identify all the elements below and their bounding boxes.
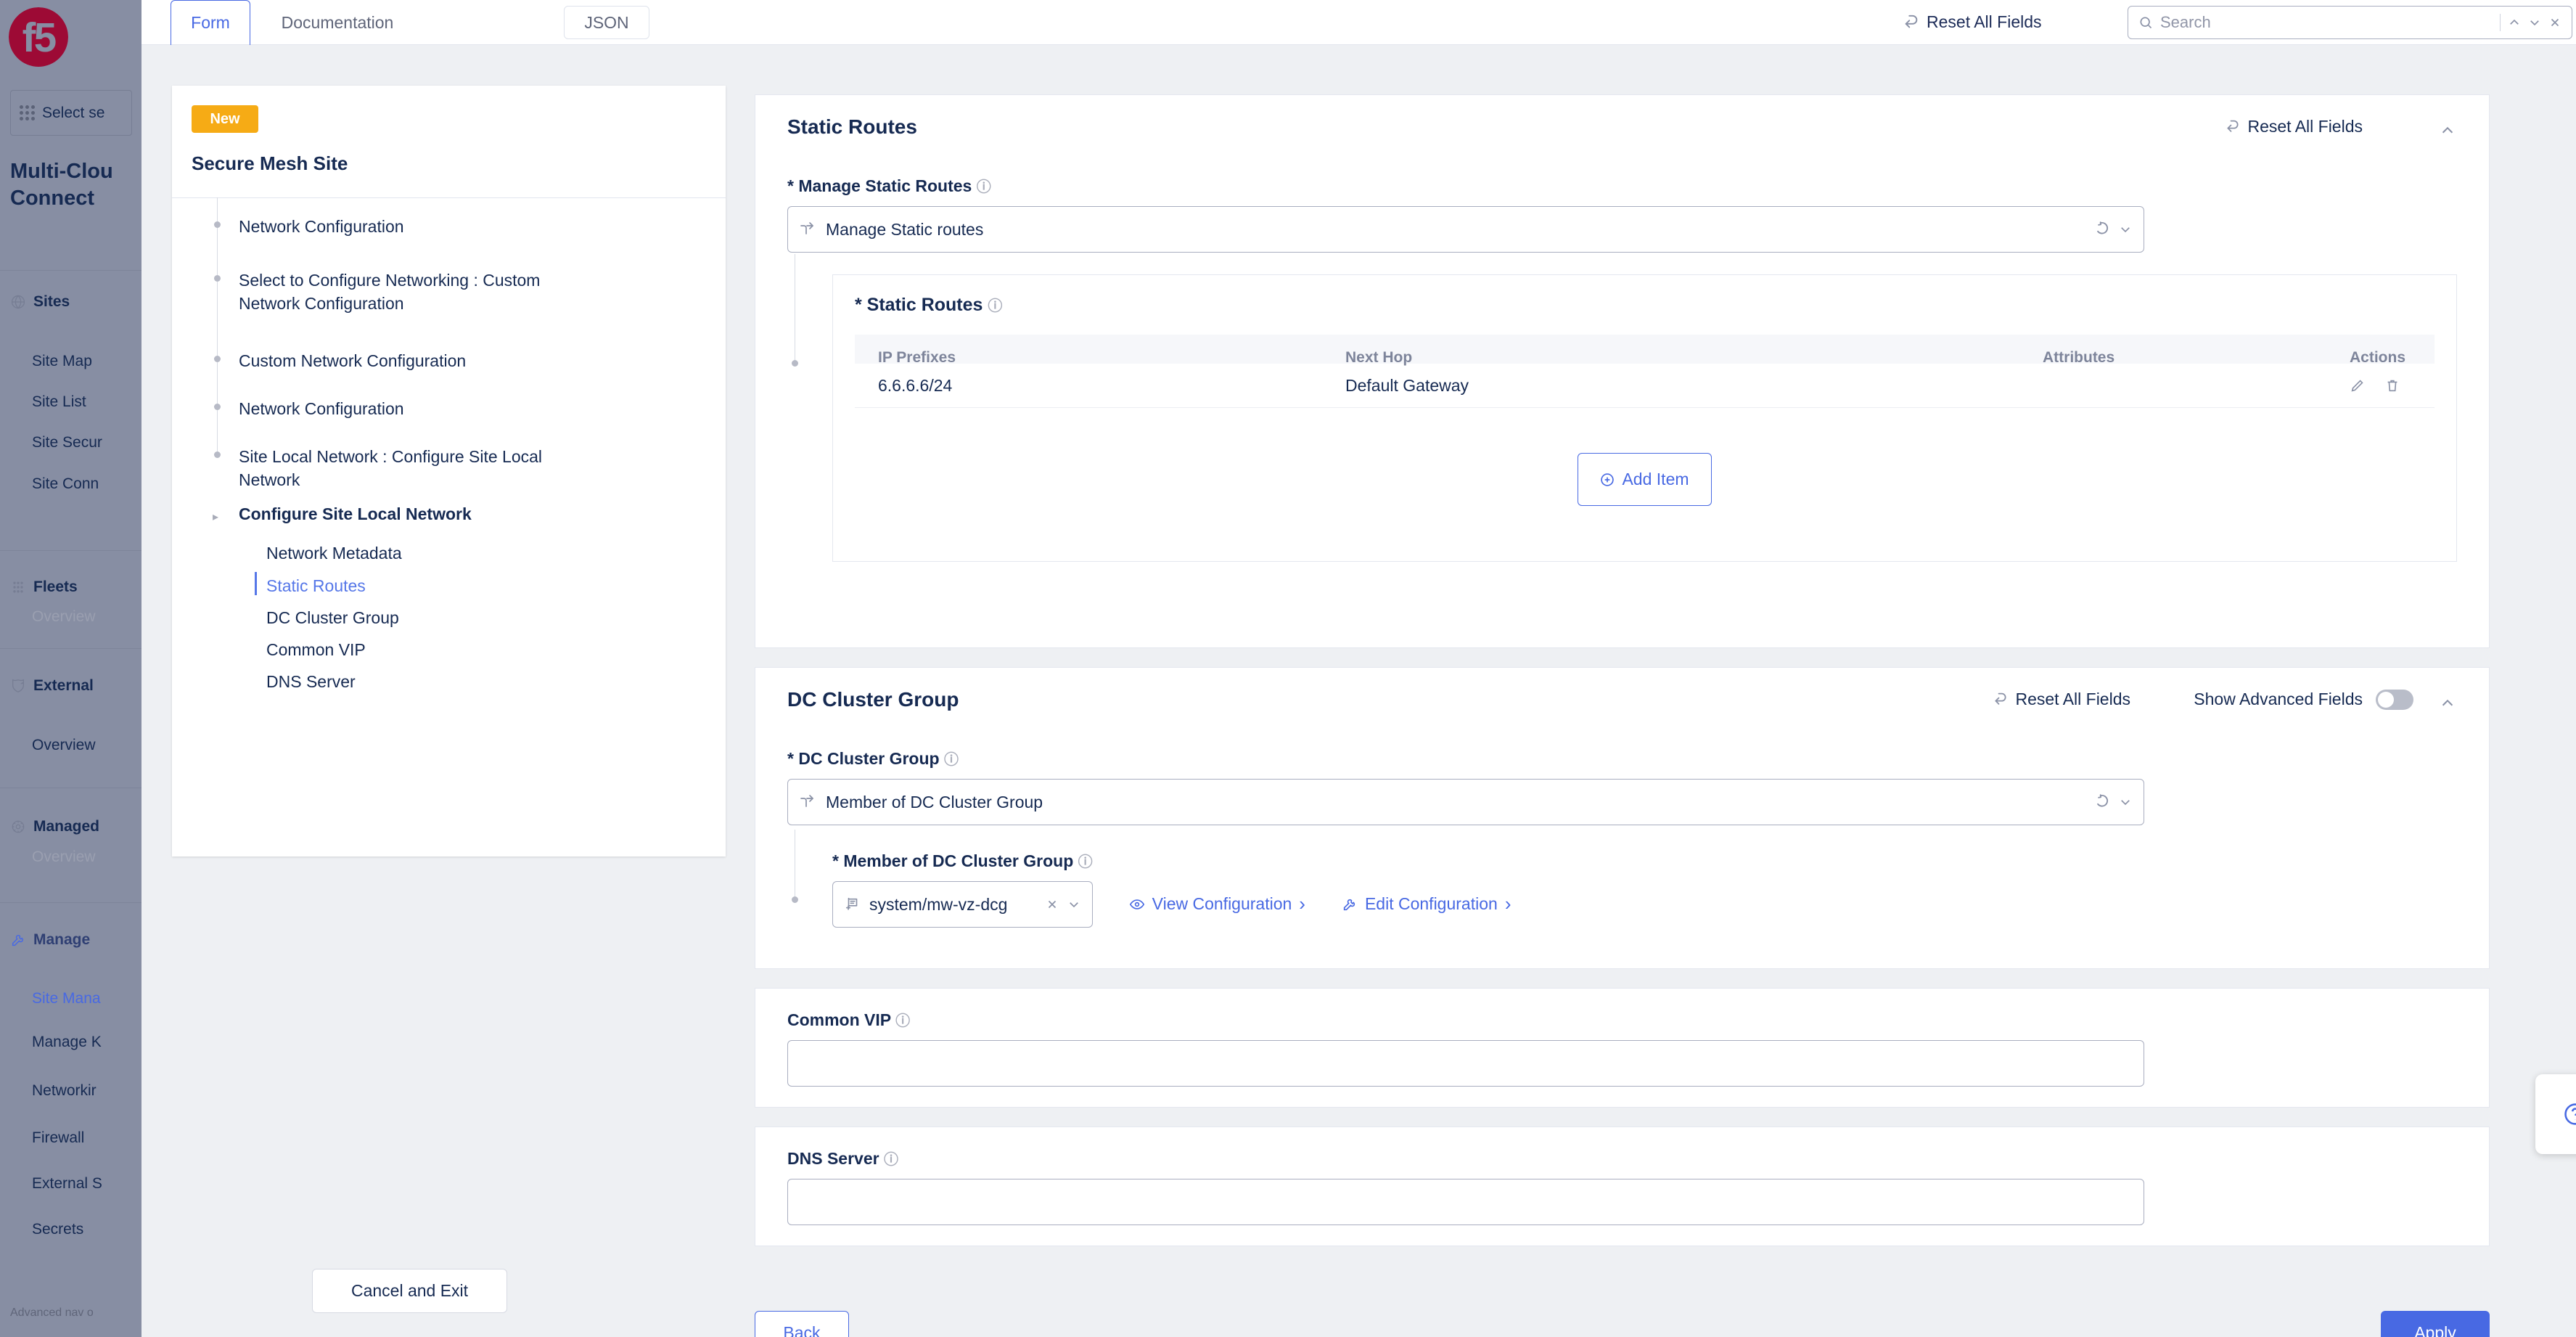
svg-text:f5: f5	[22, 15, 56, 60]
